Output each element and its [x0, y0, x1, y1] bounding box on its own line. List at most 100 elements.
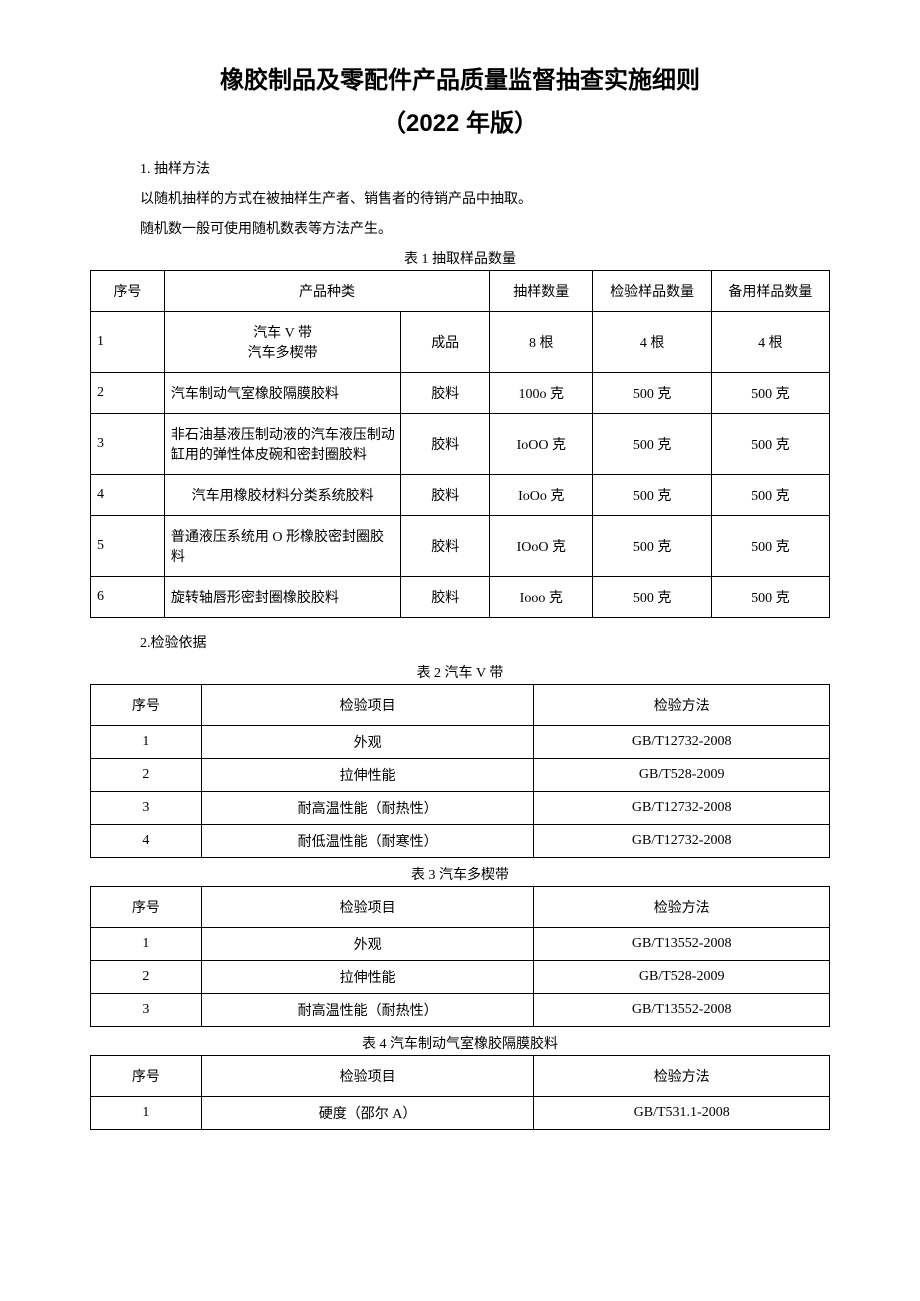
- section-1-heading: 1. 抽样方法: [140, 158, 830, 178]
- cell-no: 2: [91, 373, 165, 414]
- cell-item: 拉伸性能: [201, 961, 534, 994]
- table-row: 序号 产品种类 抽样数量 检验样品数量 备用样品数量: [91, 271, 830, 312]
- cell-item: 耐高温性能（耐热性）: [201, 994, 534, 1027]
- table-1: 序号 产品种类 抽样数量 检验样品数量 备用样品数量 1 汽车 V 带 汽车多楔…: [90, 270, 830, 618]
- cell-name: 普通液压系统用 O 形橡胶密封圈胶料: [164, 516, 400, 577]
- col-header: 备用样品数量: [711, 271, 829, 312]
- cell-no: 2: [91, 759, 202, 792]
- table-row: 4 汽车用橡胶材料分类系统胶料 胶料 IoOo 克 500 克 500 克: [91, 475, 830, 516]
- cell-form: 胶料: [401, 414, 490, 475]
- para-2: 随机数一般可使用随机数表等方法产生。: [140, 218, 830, 238]
- cell-item: 耐低温性能（耐寒性）: [201, 825, 534, 858]
- cell-test: 500 克: [593, 577, 711, 618]
- table-row: 2 拉伸性能 GB/T528-2009: [91, 961, 830, 994]
- cell-method: GB/T528-2009: [534, 961, 830, 994]
- table1-caption: 表 1 抽取样品数量: [90, 248, 830, 268]
- cell-item: 外观: [201, 726, 534, 759]
- table-row: 3 非石油基液压制动液的汽车液压制动缸用的弹性体皮碗和密封圈胶料 胶料 IoOO…: [91, 414, 830, 475]
- cell-item: 外观: [201, 928, 534, 961]
- doc-subtitle: （2022 年版）: [90, 103, 830, 138]
- table-row: 1 汽车 V 带 汽车多楔带 成品 8 根 4 根 4 根: [91, 312, 830, 373]
- cell-no: 1: [91, 928, 202, 961]
- col-header: 序号: [91, 1056, 202, 1097]
- cell-item: 耐高温性能（耐热性）: [201, 792, 534, 825]
- cell-name: 汽车制动气室橡胶隔膜胶料: [164, 373, 400, 414]
- cell-test: 4 根: [593, 312, 711, 373]
- col-header: 检验项目: [201, 1056, 534, 1097]
- cell-line: 汽车 V 带: [169, 322, 396, 342]
- cell-name: 旋转轴唇形密封圈橡胶胶料: [164, 577, 400, 618]
- cell-no: 4: [91, 475, 165, 516]
- table-4: 序号 检验项目 检验方法 1 硬度（邵尔 A） GB/T531.1-2008: [90, 1055, 830, 1130]
- cell-no: 4: [91, 825, 202, 858]
- table-row: 序号 检验项目 检验方法: [91, 685, 830, 726]
- cell-test: 500 克: [593, 414, 711, 475]
- col-header: 序号: [91, 685, 202, 726]
- cell-name: 汽车 V 带 汽车多楔带: [164, 312, 400, 373]
- cell-no: 3: [91, 994, 202, 1027]
- cell-qty: 8 根: [490, 312, 593, 373]
- cell-spare: 500 克: [711, 516, 829, 577]
- col-header: 产品种类: [164, 271, 489, 312]
- cell-no: 5: [91, 516, 165, 577]
- table-row: 4 耐低温性能（耐寒性） GB/T12732-2008: [91, 825, 830, 858]
- table-row: 3 耐高温性能（耐热性） GB/T13552-2008: [91, 994, 830, 1027]
- cell-item: 硬度（邵尔 A）: [201, 1097, 534, 1130]
- cell-method: GB/T12732-2008: [534, 726, 830, 759]
- table-3: 序号 检验项目 检验方法 1 外观 GB/T13552-2008 2 拉伸性能 …: [90, 886, 830, 1027]
- table2-caption: 表 2 汽车 V 带: [90, 662, 830, 682]
- table-row: 5 普通液压系统用 O 形橡胶密封圈胶料 胶料 IOoO 克 500 克 500…: [91, 516, 830, 577]
- col-header: 检验项目: [201, 685, 534, 726]
- cell-name: 非石油基液压制动液的汽车液压制动缸用的弹性体皮碗和密封圈胶料: [164, 414, 400, 475]
- cell-method: GB/T12732-2008: [534, 792, 830, 825]
- col-header: 序号: [91, 271, 165, 312]
- table-row: 序号 检验项目 检验方法: [91, 1056, 830, 1097]
- cell-line: 汽车多楔带: [169, 342, 396, 362]
- cell-spare: 500 克: [711, 414, 829, 475]
- col-header: 检验项目: [201, 887, 534, 928]
- col-header: 检验方法: [534, 685, 830, 726]
- cell-spare: 500 克: [711, 577, 829, 618]
- cell-form: 胶料: [401, 577, 490, 618]
- cell-test: 500 克: [593, 373, 711, 414]
- table-row: 1 外观 GB/T12732-2008: [91, 726, 830, 759]
- col-header: 检验样品数量: [593, 271, 711, 312]
- cell-form: 胶料: [401, 373, 490, 414]
- cell-spare: 4 根: [711, 312, 829, 373]
- table-row: 3 耐高温性能（耐热性） GB/T12732-2008: [91, 792, 830, 825]
- cell-no: 3: [91, 414, 165, 475]
- cell-no: 2: [91, 961, 202, 994]
- cell-method: GB/T12732-2008: [534, 825, 830, 858]
- cell-spare: 500 克: [711, 475, 829, 516]
- section-2-heading: 2.检验依据: [140, 632, 830, 652]
- cell-no: 1: [91, 726, 202, 759]
- table-row: 1 外观 GB/T13552-2008: [91, 928, 830, 961]
- cell-method: GB/T13552-2008: [534, 928, 830, 961]
- table-row: 序号 检验项目 检验方法: [91, 887, 830, 928]
- table-2: 序号 检验项目 检验方法 1 外观 GB/T12732-2008 2 拉伸性能 …: [90, 684, 830, 858]
- cell-test: 500 克: [593, 475, 711, 516]
- cell-no: 1: [91, 1097, 202, 1130]
- table-row: 2 汽车制动气室橡胶隔膜胶料 胶料 100o 克 500 克 500 克: [91, 373, 830, 414]
- table-row: 2 拉伸性能 GB/T528-2009: [91, 759, 830, 792]
- table4-caption: 表 4 汽车制动气室橡胶隔膜胶料: [90, 1033, 830, 1053]
- col-header: 抽样数量: [490, 271, 593, 312]
- cell-spare: 500 克: [711, 373, 829, 414]
- doc-title: 橡胶制品及零配件产品质量监督抽查实施细则: [90, 60, 830, 95]
- cell-name: 汽车用橡胶材料分类系统胶料: [164, 475, 400, 516]
- col-header: 序号: [91, 887, 202, 928]
- cell-qty: 100o 克: [490, 373, 593, 414]
- cell-method: GB/T13552-2008: [534, 994, 830, 1027]
- table-row: 6 旋转轴唇形密封圈橡胶胶料 胶料 Iooo 克 500 克 500 克: [91, 577, 830, 618]
- cell-form: 胶料: [401, 475, 490, 516]
- col-header: 检验方法: [534, 887, 830, 928]
- cell-test: 500 克: [593, 516, 711, 577]
- cell-form: 胶料: [401, 516, 490, 577]
- cell-form: 成品: [401, 312, 490, 373]
- col-header: 检验方法: [534, 1056, 830, 1097]
- cell-qty: Iooo 克: [490, 577, 593, 618]
- cell-item: 拉伸性能: [201, 759, 534, 792]
- table-row: 1 硬度（邵尔 A） GB/T531.1-2008: [91, 1097, 830, 1130]
- cell-method: GB/T528-2009: [534, 759, 830, 792]
- cell-no: 1: [91, 312, 165, 373]
